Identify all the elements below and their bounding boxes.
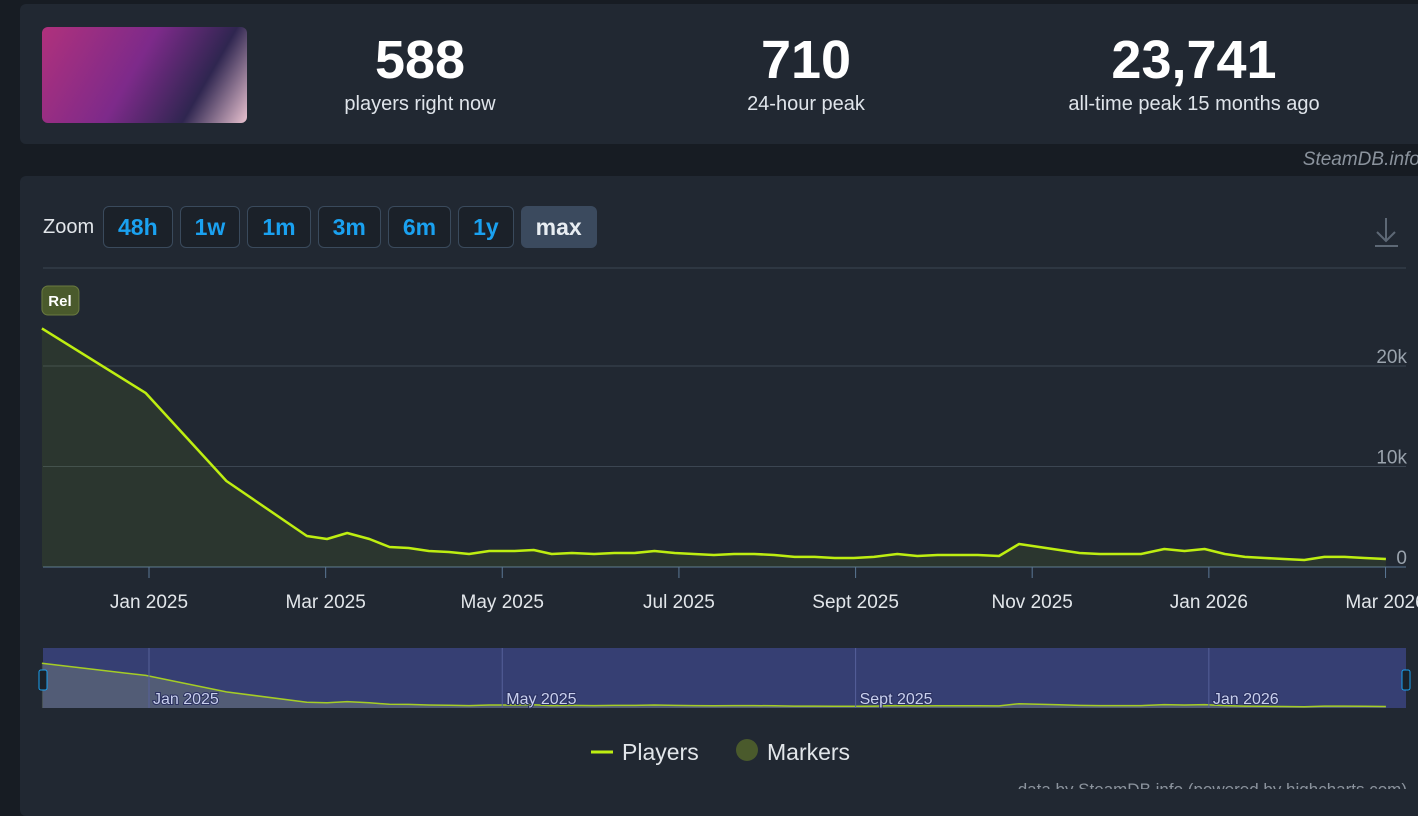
stat: 710 24-hour peak [626,30,986,118]
x-tick-label: Nov 2025 [992,592,1073,613]
y-tick-label: 10k [1376,447,1407,468]
x-tick-label: Mar 2025 [286,592,366,613]
navigator-label: Jan 2026 [1213,691,1279,708]
zoom-button[interactable]: max [520,206,597,248]
y-tick-label: 0 [1396,548,1407,569]
zoom-button[interactable]: 48h [103,206,173,248]
navigator-handle[interactable] [1401,669,1411,691]
y-tick-label: 20k [1376,347,1407,368]
zoom-button[interactable]: 1w [179,206,241,248]
navigator-area [41,663,1386,708]
stat-value: 710 [760,30,852,90]
players-line [41,327,1386,562]
chart-credit: data by SteamDB.info (powered by highcha… [1018,780,1407,789]
download-icon[interactable] [1375,218,1398,247]
game-thumbnail [42,27,247,123]
page: 588 players right now 710 24-hour peak 23,74… [20,4,1418,816]
stat: 588 players right now [240,30,600,118]
stat: 23,741 all-time peak 15 months ago [1014,30,1374,118]
zoom-button[interactable]: 1m [247,206,311,248]
stat-label: 24-hour peak [747,93,865,115]
x-tick-label: May 2025 [461,592,544,613]
legend-label: Markers [767,739,850,765]
navigator-label: Jan 2025 [153,691,219,708]
zoom-label: Zoom [43,216,95,238]
navigator-label: Sept 2025 [860,691,933,708]
chart-panel [20,176,1418,816]
navigator-line [41,662,1386,708]
x-tick-label: Jul 2025 [643,592,715,613]
stat-value: 588 [374,30,466,90]
legend-marker [736,739,758,761]
stat-value: 23,741 [1111,30,1277,90]
stat-label: all-time peak 15 months ago [1068,93,1320,115]
annotation-label: Rel [48,293,71,310]
stat-label: players right now [344,93,496,115]
chart: 0 10k 20k Jan 2025 Mar 2025 May 2025 Jul 2025 S… [38,218,1418,789]
navigator-handle[interactable] [38,669,48,691]
x-tick-label: Sept 2025 [812,592,899,613]
x-tick-label: Mar 2026 [1345,592,1418,613]
zoom-button[interactable]: 1y [458,206,514,248]
players-line-area [41,328,1386,567]
x-tick-label: Jan 2026 [1170,592,1248,613]
navigator-label: May 2025 [506,691,576,708]
zoom-button[interactable]: 3m [317,206,381,248]
legend-label: Players [622,739,699,765]
x-tick-label: Jan 2025 [110,592,188,613]
stats-panel: 588 players right now 710 24-hour peak 23,74… [20,4,1418,144]
annotation-flag [41,285,80,316]
zoom-buttons: 48h 1w 1m 3m 6m 1y max [103,206,597,248]
zoom-button[interactable]: 6m [387,206,452,248]
steamdb-credit: SteamDB.info [1302,149,1418,170]
